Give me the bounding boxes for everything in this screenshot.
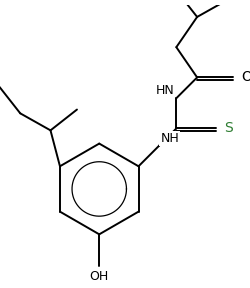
Text: HN: HN	[155, 84, 174, 97]
Text: NH: NH	[160, 132, 178, 145]
Text: OH: OH	[89, 270, 108, 283]
Text: S: S	[224, 122, 232, 135]
Text: O: O	[240, 71, 250, 84]
